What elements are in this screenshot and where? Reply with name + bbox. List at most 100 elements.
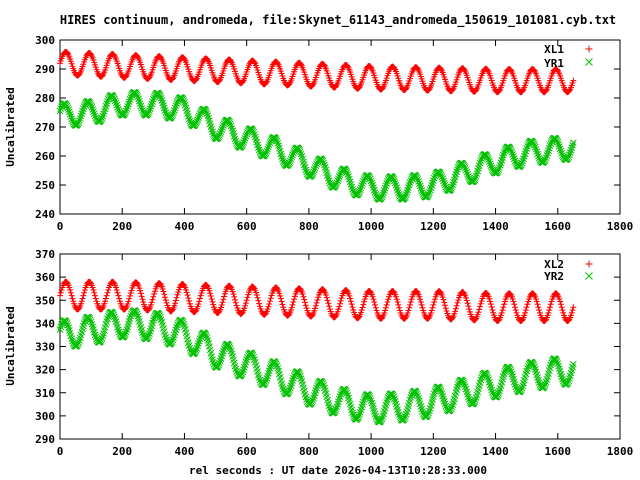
data-point-yr1 (312, 162, 320, 170)
data-point-xl2 (488, 304, 495, 311)
data-point-xl2 (337, 300, 343, 307)
data-point-xl2 (302, 299, 308, 306)
x-tick-label: 1000 (358, 220, 385, 233)
data-point-yr1 (265, 143, 272, 151)
data-point-yr1 (67, 113, 75, 120)
data-point-yr1 (217, 128, 225, 136)
data-point-yr2 (447, 405, 455, 413)
data-point-yr1 (499, 151, 507, 159)
data-point-xl1 (76, 71, 83, 78)
data-point-yr1 (310, 166, 318, 174)
data-point-yr1 (321, 161, 328, 169)
data-point-xl2 (442, 302, 448, 309)
y-tick-label: 280 (35, 92, 55, 105)
data-point-yr2 (57, 323, 65, 331)
data-point-yr1 (161, 107, 169, 114)
data-point-xl2 (428, 310, 434, 317)
bottom-ticks: 0 200 400 600 800 1000 1200 1400 1600 1800 290 300 3… (35, 248, 633, 458)
data-point-xl1 (508, 67, 515, 74)
data-point-xl2 (323, 292, 329, 299)
data-point-yr2 (438, 390, 446, 397)
data-point-yr1 (126, 95, 134, 103)
data-point-yr2 (202, 332, 210, 340)
data-point-yr1 (464, 171, 471, 178)
data-point-yr1 (366, 173, 373, 181)
data-point-xl1 (298, 61, 305, 68)
data-point-xl2 (230, 291, 237, 298)
data-point-yr1 (90, 110, 98, 118)
data-point-xl2 (487, 298, 494, 305)
data-point-xl2 (183, 289, 190, 296)
data-point-yr1 (471, 176, 478, 184)
data-point-xl2 (138, 293, 145, 300)
data-point-xl2 (463, 297, 470, 304)
data-point-xl2 (127, 290, 134, 297)
data-point-xl2 (162, 297, 169, 304)
data-point-yr1 (255, 146, 263, 154)
data-point-yr1 (216, 132, 223, 139)
data-point-xl2 (290, 298, 297, 305)
data-point-xl2 (510, 298, 517, 305)
data-point-xl1 (309, 82, 316, 89)
data-point-yr2 (191, 348, 199, 356)
data-point-xl2 (360, 301, 367, 308)
data-point-yr2 (349, 409, 356, 417)
data-point-xl2 (102, 298, 109, 305)
data-point-yr1 (137, 102, 145, 110)
data-point-yr2 (133, 310, 141, 318)
data-point-yr1 (379, 191, 387, 199)
data-point-xl2 (513, 309, 520, 316)
data-point-yr2 (286, 386, 293, 394)
data-point-yr2 (325, 402, 333, 410)
data-point-yr1 (476, 159, 484, 167)
data-point-yr1 (334, 177, 342, 185)
data-point-xl2 (208, 295, 215, 302)
data-point-yr1 (78, 110, 86, 117)
data-point-yr2 (461, 383, 469, 390)
data-point-yr2 (465, 395, 473, 403)
data-point-yr1 (519, 157, 527, 165)
data-point-yr1 (429, 179, 436, 187)
data-point-yr2 (495, 389, 503, 397)
data-point-yr1 (366, 175, 374, 183)
data-point-yr2 (488, 386, 496, 394)
data-point-yr1 (289, 151, 296, 159)
data-point-yr1 (534, 150, 541, 158)
data-point-yr1 (391, 177, 398, 185)
data-point-yr2 (460, 379, 468, 386)
data-point-yr2 (391, 395, 398, 403)
data-point-xl2 (312, 305, 319, 312)
data-point-xl2 (267, 295, 274, 302)
y-tick-label: 290 (35, 63, 55, 76)
data-point-xl1 (356, 84, 363, 91)
data-point-xl2 (383, 301, 390, 308)
data-point-yr2 (366, 393, 373, 400)
data-point-yr2 (132, 308, 140, 316)
data-point-xl1 (169, 75, 176, 82)
data-point-yr1 (453, 168, 461, 176)
data-point-xl2 (256, 303, 263, 310)
data-point-yr2 (565, 377, 573, 385)
data-point-yr1 (555, 140, 562, 148)
data-point-yr2 (174, 321, 181, 329)
data-point-xl2 (369, 293, 376, 300)
data-point-xl2 (150, 293, 157, 300)
data-point-xl2 (256, 300, 263, 307)
data-point-yr1 (286, 157, 294, 165)
data-point-yr1 (249, 127, 257, 135)
data-point-xl2 (196, 298, 203, 305)
data-point-yr1 (486, 160, 494, 167)
data-point-yr1 (66, 110, 74, 118)
data-point-xl2 (475, 309, 482, 316)
data-point-xl1 (473, 87, 480, 94)
x-tick-label: 1200 (420, 220, 447, 233)
data-point-xl2 (533, 298, 540, 305)
data-point-yr1 (325, 177, 333, 185)
data-point-xl2 (197, 295, 203, 302)
data-point-xl2 (404, 310, 411, 317)
data-point-xl2 (67, 289, 74, 296)
x-tick-label: 0 (57, 220, 64, 233)
data-point-yr1 (65, 106, 72, 114)
data-point-yr1 (193, 118, 201, 125)
y-tick-label: 330 (35, 341, 55, 354)
